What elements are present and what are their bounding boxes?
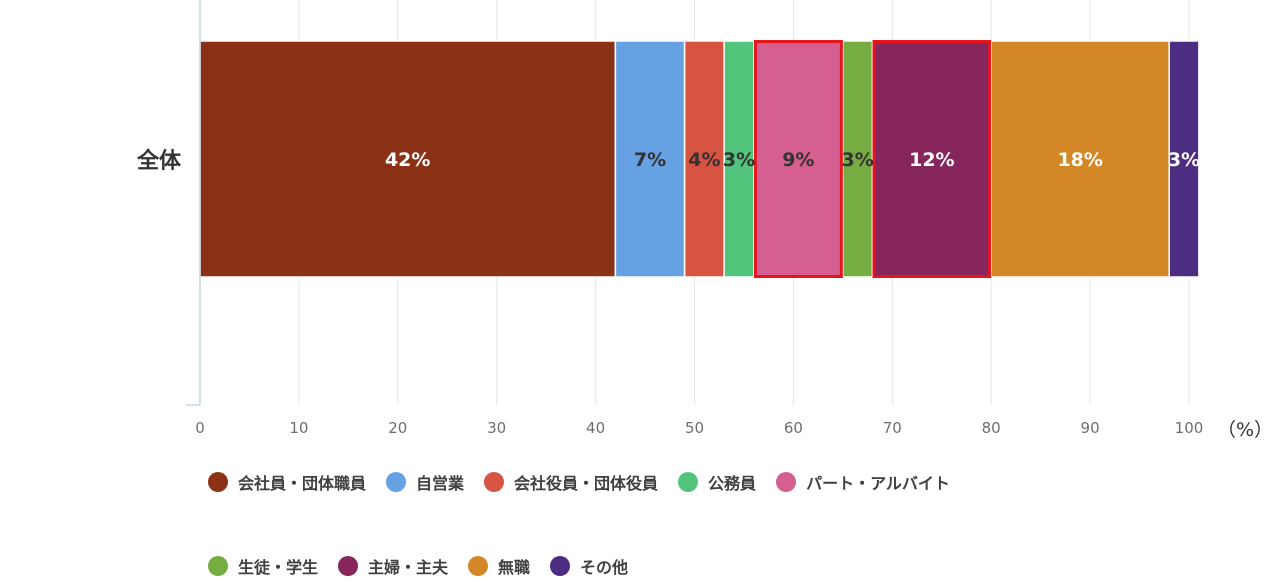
legend-item: 会社員・団体職員 (208, 466, 366, 498)
legend-item: 公務員 (678, 466, 756, 498)
legend-swatch (678, 472, 699, 492)
legend-label: パート・アルバイト (806, 474, 950, 493)
stacked-bar-chart: 42% 7% 4% 3% 9% 3% 12% 18% 3% 0 10 20 30 40 50 60 70 80 9… (136, 0, 1271, 441)
data-label: 42% (385, 149, 430, 171)
axes: 0 10 20 30 40 50 60 70 80 90 100 （%） 全体 (136, 0, 1271, 441)
legend-swatch (550, 556, 571, 576)
legend-swatch (468, 556, 489, 576)
legend-label: 生徒・学生 (238, 558, 319, 577)
legend-label: 主婦・主夫 (368, 558, 449, 577)
x-unit-label: （%） (1217, 419, 1271, 441)
legend-item: 主婦・主夫 (338, 550, 448, 582)
highlight-box (872, 40, 992, 278)
legend-label: 公務員 (708, 474, 757, 493)
data-label: 3% (1168, 149, 1200, 171)
x-tick-label: 50 (685, 419, 704, 437)
bar-segment (614, 40, 686, 278)
x-tick-label: 60 (784, 419, 803, 437)
legend: 会社員・団体職員 自営業 会社役員・団体役員 公務員 パート・アルバイト生徒・学生 主婦・… (208, 466, 1208, 582)
x-tick-label: 80 (982, 419, 1001, 437)
highlight-box (753, 40, 843, 278)
legend-swatch (484, 472, 505, 492)
data-label: 4% (688, 149, 720, 171)
x-tick-label: 20 (388, 419, 407, 437)
legend-item: 生徒・学生 (208, 550, 318, 582)
legend-swatch (208, 472, 228, 492)
bar-segment (871, 40, 992, 278)
legend-item: パート・アルバイト (776, 466, 950, 498)
bar-segment (990, 40, 1170, 278)
legend-label: 会社員・団体職員 (238, 474, 367, 493)
legend-item: 会社役員・団体役員 (484, 466, 658, 498)
legend-label: その他 (580, 558, 629, 577)
x-tick-label: 40 (586, 419, 605, 437)
data-label: 3% (842, 149, 874, 171)
x-tick-label: 90 (1081, 419, 1100, 437)
data-label: 3% (723, 149, 755, 171)
data-labels: 42% 7% 4% 3% 9% 3% 12% 18% 3% (385, 149, 1200, 171)
legend-swatch (776, 472, 797, 492)
data-label: 7% (634, 149, 666, 171)
legend-label: 自営業 (416, 474, 465, 493)
data-label: 9% (782, 149, 814, 171)
bar-segments (199, 40, 1200, 278)
bar-segment (723, 40, 755, 278)
data-label: 18% (1057, 149, 1102, 171)
x-tick-label: 70 (883, 419, 902, 437)
legend-label: 無職 (498, 558, 531, 577)
legend-item: その他 (550, 550, 628, 582)
legend-swatch (386, 472, 407, 492)
bar-segment (683, 40, 725, 278)
legend-swatch (208, 556, 228, 576)
bar-segment (1168, 40, 1200, 278)
legend-item: 自営業 (386, 466, 464, 498)
data-label: 12% (909, 149, 954, 171)
legend-label: 会社役員・団体役員 (514, 474, 659, 493)
legend-item: 無職 (468, 550, 530, 582)
highlight-boxes (753, 40, 992, 278)
bar-segment (199, 40, 617, 278)
category-label: 全体 (136, 148, 182, 174)
x-tick-label: 30 (487, 419, 506, 437)
legend-swatch (338, 556, 359, 576)
bar-segment (753, 40, 844, 278)
x-tick-label: 0 (195, 419, 205, 437)
x-tick-label: 10 (289, 419, 308, 437)
x-tick-label: 100 (1175, 419, 1204, 437)
